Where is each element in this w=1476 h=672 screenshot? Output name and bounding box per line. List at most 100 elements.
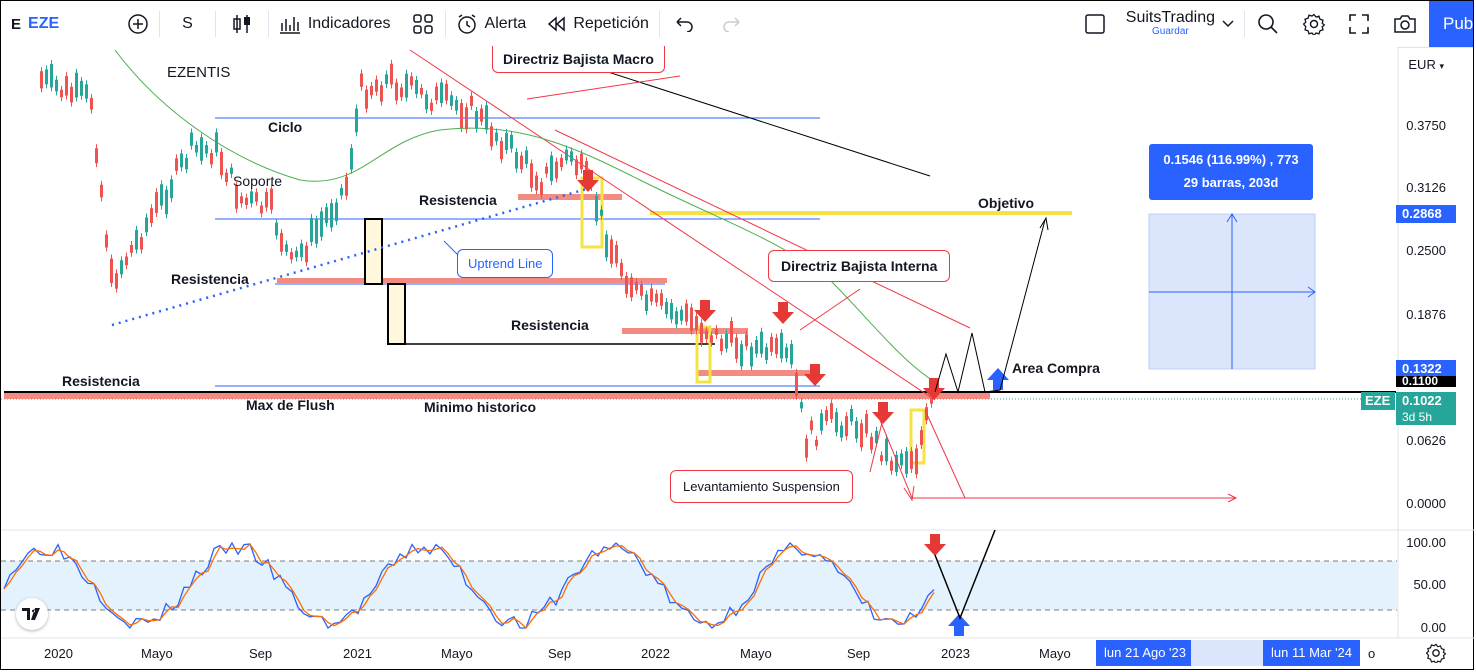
settings-button[interactable] bbox=[1291, 1, 1337, 47]
tv-logo-icon[interactable] bbox=[16, 598, 48, 630]
candle-body bbox=[430, 102, 433, 111]
redo-button[interactable] bbox=[708, 1, 756, 47]
candle-body bbox=[70, 86, 73, 103]
search-button[interactable] bbox=[1245, 1, 1291, 47]
candle-body bbox=[700, 322, 703, 343]
annotation-area-compra[interactable]: Area Compra bbox=[1012, 360, 1100, 376]
time-tick: o bbox=[1368, 646, 1376, 661]
candle-body bbox=[365, 89, 368, 109]
candle-body bbox=[765, 347, 768, 361]
callout-interna[interactable]: Directriz Bajista Interna bbox=[768, 250, 951, 282]
gear-icon[interactable] bbox=[1425, 643, 1447, 668]
candle-body bbox=[485, 105, 488, 130]
annotation-minimo[interactable]: Minimo historico bbox=[424, 399, 536, 415]
candle-body bbox=[725, 333, 728, 349]
candle-body bbox=[270, 188, 273, 210]
redo-icon bbox=[723, 17, 740, 32]
annotation-max-flush[interactable]: Max de Flush bbox=[246, 397, 335, 413]
indicators-button[interactable]: Indicadores bbox=[269, 1, 401, 47]
annotation-ciclo[interactable]: Ciclo bbox=[268, 119, 303, 135]
candle-body bbox=[555, 161, 558, 179]
replay-button[interactable]: Repetición bbox=[536, 1, 659, 47]
annotation-resistencia-3[interactable]: Resistencia bbox=[511, 317, 589, 333]
annotation-resistencia-1[interactable]: Resistencia bbox=[419, 192, 497, 208]
candle-body bbox=[260, 205, 263, 214]
candle-body bbox=[715, 328, 718, 335]
annotation-resistencia-2[interactable]: Resistencia bbox=[171, 271, 249, 287]
candle-body bbox=[150, 208, 153, 223]
candle-body bbox=[435, 86, 438, 101]
undo-button[interactable] bbox=[660, 1, 708, 47]
stoch-d-line bbox=[3, 543, 935, 629]
time-tick: Sep bbox=[847, 646, 871, 661]
candle-body bbox=[510, 134, 513, 149]
candle-body bbox=[890, 460, 893, 471]
interval-button[interactable]: S bbox=[160, 1, 215, 47]
annotation-soporte[interactable]: Soporte bbox=[233, 173, 283, 189]
callout-levantamiento[interactable]: Levantamiento Suspension bbox=[670, 470, 853, 503]
candle-body bbox=[350, 148, 353, 170]
candle-body bbox=[695, 316, 698, 331]
candle-body bbox=[900, 453, 903, 466]
callout-uptrend[interactable]: Uptrend Line bbox=[457, 249, 554, 278]
layout-button[interactable] bbox=[1074, 1, 1116, 47]
compare-button[interactable] bbox=[117, 1, 159, 47]
callout-macro[interactable]: Directriz Bajista Macro bbox=[492, 46, 665, 73]
candle-body bbox=[540, 182, 543, 195]
stoch-tick: 100.00 bbox=[1406, 535, 1446, 550]
chevron-down-icon: ▾ bbox=[1439, 61, 1444, 71]
candle-body bbox=[820, 413, 823, 431]
candle-body bbox=[535, 175, 538, 191]
chevron-down-icon bbox=[1222, 20, 1234, 28]
candle-body bbox=[380, 85, 383, 102]
candle-body bbox=[195, 144, 198, 153]
measure-label[interactable]: 0.1546 (116.99%) , 773 29 barras, 203d bbox=[1149, 144, 1313, 200]
candle-body bbox=[840, 425, 843, 438]
annotation-objetivo[interactable]: Objetivo bbox=[978, 195, 1035, 211]
candle-body bbox=[305, 245, 308, 263]
time-tick: 2022 bbox=[641, 646, 670, 661]
candle-body bbox=[595, 196, 598, 222]
alarm-icon bbox=[457, 14, 476, 34]
buy-price-tag: 0.1322 bbox=[1396, 360, 1456, 378]
currency-selector[interactable]: EUR ▾ bbox=[1408, 57, 1444, 72]
time-range-fill bbox=[1191, 640, 1263, 666]
snapshot-button[interactable] bbox=[1381, 1, 1429, 47]
candle-body bbox=[310, 217, 313, 242]
candle-body bbox=[460, 103, 463, 128]
candle-body bbox=[50, 63, 53, 88]
publish-button[interactable]: Publicar bbox=[1429, 1, 1473, 47]
candle-body bbox=[115, 273, 118, 289]
candle-body bbox=[185, 157, 188, 170]
candle-body bbox=[615, 244, 618, 264]
candle-body bbox=[740, 344, 743, 367]
alert-label: Alerta bbox=[484, 15, 527, 32]
time-range-start-tag: lun 21 Ago '23 bbox=[1096, 640, 1194, 666]
time-tick: Sep bbox=[548, 646, 572, 661]
indicators-icon bbox=[279, 17, 300, 34]
candle-body bbox=[660, 293, 663, 306]
time-tick: 2020 bbox=[44, 646, 73, 661]
candle-body bbox=[600, 209, 603, 216]
candle-body bbox=[815, 439, 818, 447]
candle-body bbox=[480, 108, 483, 122]
time-tick: 2023 bbox=[941, 646, 970, 661]
annotation-resistencia-4[interactable]: Resistencia bbox=[62, 373, 140, 389]
candle-body bbox=[125, 256, 128, 266]
currency-label: EUR bbox=[1408, 57, 1436, 72]
candle-body bbox=[910, 451, 913, 470]
candle-body bbox=[670, 302, 673, 320]
candle-body bbox=[175, 158, 178, 171]
alert-button[interactable]: Alerta bbox=[446, 1, 537, 47]
toolbar-divider bbox=[159, 11, 161, 37]
user-name: SuitsTrading bbox=[1125, 9, 1215, 27]
candle-body bbox=[80, 80, 83, 96]
fullscreen-button[interactable] bbox=[1337, 1, 1381, 47]
time-tick: Sep bbox=[249, 646, 273, 661]
chart-canvas[interactable] bbox=[0, 47, 1476, 672]
candle-body bbox=[720, 338, 723, 352]
templates-button[interactable] bbox=[401, 1, 445, 47]
chart-type-button[interactable] bbox=[216, 1, 268, 47]
save-layout-button[interactable]: SuitsTrading Guardar bbox=[1116, 1, 1244, 47]
symbol-search[interactable]: E EZE bbox=[1, 1, 69, 47]
